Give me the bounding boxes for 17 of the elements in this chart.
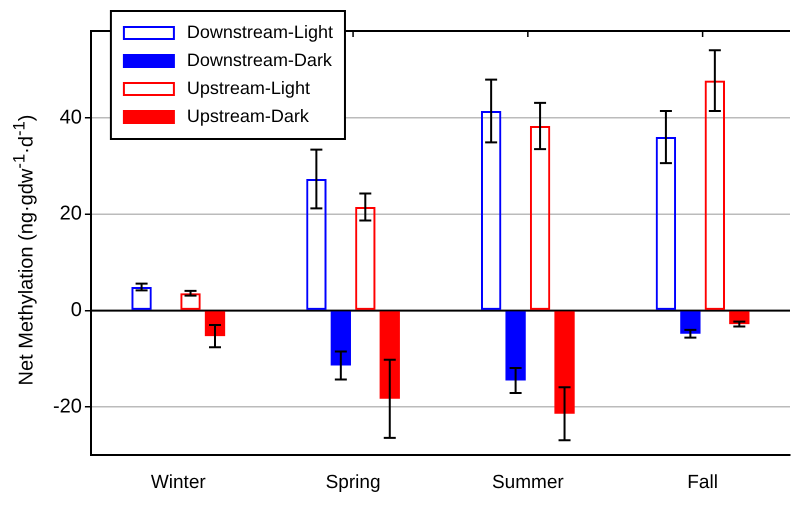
x-tick-label: Summer — [492, 472, 564, 493]
bar — [680, 311, 701, 334]
y-tick-label: -20 — [53, 396, 82, 418]
y-tick-label: 40 — [60, 106, 82, 128]
legend-label: Downstream-Dark — [186, 50, 333, 70]
legend-label: Downstream-Light — [186, 22, 333, 42]
y-tick-label: 20 — [60, 202, 82, 225]
bar — [554, 311, 575, 414]
bar — [380, 311, 400, 399]
bar — [505, 311, 526, 380]
x-tick-label: Fall — [687, 472, 718, 493]
legend-label: Upstream-Dark — [186, 106, 310, 126]
legend-label: Upstream-Light — [186, 78, 310, 98]
y-tick-label: 0 — [70, 299, 82, 322]
x-tick-label: Winter — [150, 472, 206, 493]
bar — [330, 311, 351, 366]
x-tick-label: Spring — [326, 472, 381, 493]
